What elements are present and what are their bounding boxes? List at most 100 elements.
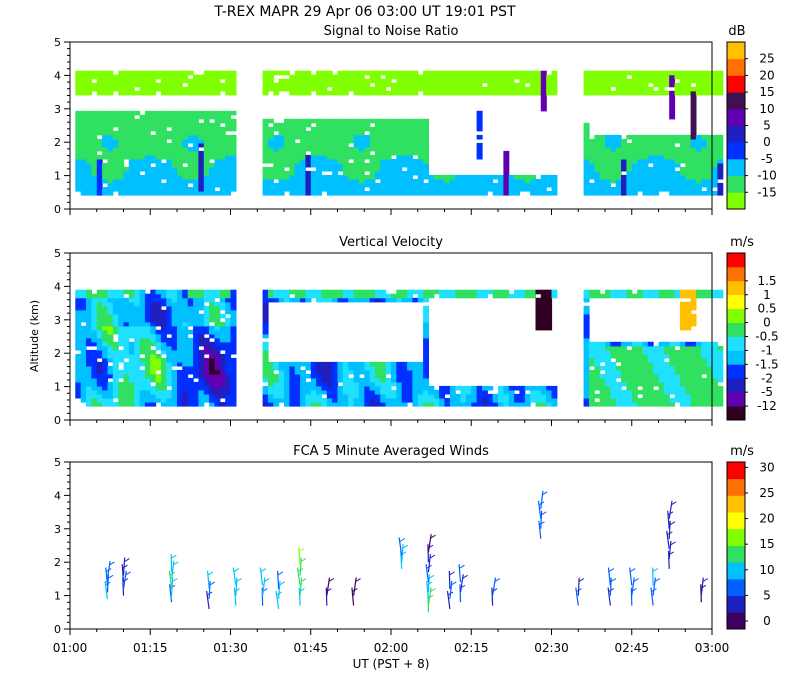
field-cell (653, 182, 660, 188)
field-cell (123, 289, 130, 295)
field-cell (583, 289, 590, 295)
field-cell (284, 385, 290, 391)
field-cell (391, 361, 397, 367)
field-cell (690, 293, 697, 299)
wind-barb (278, 580, 281, 599)
field-cell (583, 90, 590, 96)
field-cell (326, 90, 333, 96)
field-cell (695, 293, 702, 299)
field-cell (412, 191, 419, 196)
field-cell (658, 78, 665, 84)
field-cell (268, 170, 274, 176)
field-cell (278, 146, 285, 152)
field-cell (364, 381, 371, 387)
field-cell (96, 122, 103, 128)
field-cell (91, 402, 98, 407)
field-cell (144, 301, 151, 307)
field-cell (182, 313, 189, 319)
field-cell (91, 138, 98, 144)
field-cell (310, 365, 317, 371)
field-cell (631, 393, 638, 399)
field-cell (171, 393, 178, 399)
field-cell (610, 349, 617, 355)
field-cell (690, 174, 697, 180)
field-cell (642, 289, 649, 295)
field-cell (187, 402, 194, 407)
field-cell (471, 398, 478, 403)
field-cell (385, 82, 392, 88)
wind-barb-flag (277, 571, 284, 576)
field-cell (193, 138, 199, 144)
field-cell (107, 90, 114, 96)
field-cell (337, 122, 344, 128)
field-cell (166, 178, 173, 184)
field-cell (535, 74, 542, 80)
field-cell (599, 146, 606, 152)
field-cell (262, 191, 269, 196)
field-cell (134, 309, 141, 315)
field-cell (219, 321, 226, 327)
field-cell (679, 398, 686, 403)
field-cell (182, 170, 189, 176)
field-cell (284, 158, 290, 164)
field-cell (465, 191, 472, 196)
colorbar-tick-label: -1.5 (755, 357, 778, 371)
field-cell (476, 78, 483, 84)
field-cell (401, 174, 408, 180)
field-cell (524, 393, 531, 399)
field-cell (658, 138, 665, 144)
field-cell (268, 297, 274, 303)
field-cell (187, 329, 194, 335)
field-cell (225, 178, 232, 184)
field-cell (642, 353, 649, 359)
field-cell (605, 293, 611, 299)
field-cell (396, 126, 403, 132)
field-cell (300, 134, 306, 140)
field-cell (353, 289, 360, 295)
field-cell (182, 146, 189, 152)
field-cell (412, 122, 419, 128)
field-cell (669, 174, 676, 180)
field-cell (540, 182, 547, 188)
field-cell (177, 317, 183, 323)
field-cell (701, 154, 708, 160)
field-cell (428, 385, 435, 391)
field-cell (487, 78, 494, 84)
field-cell (112, 393, 119, 399)
field-cell (663, 174, 670, 180)
field-cell (465, 187, 472, 192)
field-cell (171, 381, 178, 387)
colorbar-tick-label: 10 (759, 102, 774, 116)
field-cell (128, 349, 135, 355)
field-cell (589, 385, 595, 391)
field-cell (374, 381, 381, 387)
field-cell (107, 381, 114, 387)
field-cell (695, 82, 702, 88)
field-cell (621, 70, 627, 76)
field-cell (112, 321, 119, 327)
field-cell (144, 174, 151, 180)
field-cell (391, 86, 397, 92)
field-cell (80, 138, 87, 144)
field-cell (391, 146, 397, 152)
field-cell (139, 402, 146, 407)
field-cell (348, 289, 355, 295)
field-cell (701, 398, 708, 403)
field-cell (380, 86, 387, 92)
field-cell (706, 182, 713, 188)
field-cell (310, 134, 317, 140)
field-cell (262, 78, 269, 84)
field-cell (305, 138, 312, 144)
field-cell (203, 130, 210, 136)
field-cell (107, 142, 114, 148)
field-cell (449, 191, 456, 196)
field-cell (712, 90, 718, 96)
field-cell (326, 78, 333, 84)
field-cell (476, 187, 483, 192)
field-cell (321, 297, 328, 303)
field-cell (679, 349, 686, 355)
field-cell (358, 138, 365, 144)
field-cell (310, 381, 317, 387)
field-cell (669, 349, 676, 355)
field-cell (273, 170, 280, 176)
